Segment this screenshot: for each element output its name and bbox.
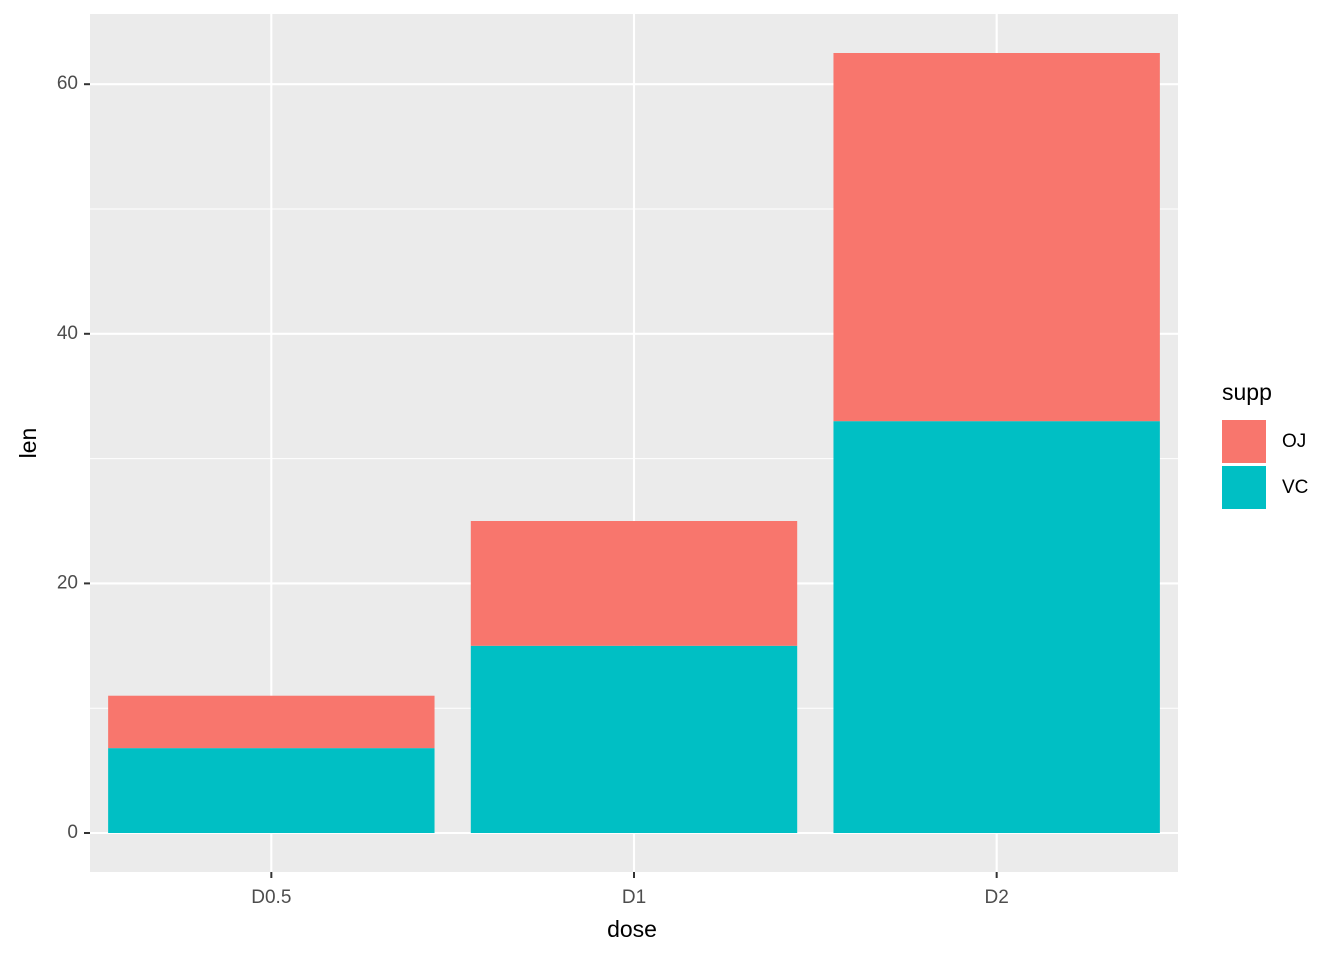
bar-segment — [833, 53, 1160, 422]
bar-segment — [108, 748, 435, 833]
legend-label: VC — [1282, 477, 1308, 498]
x-tick-label: D1 — [622, 887, 646, 908]
bar-segment — [470, 645, 798, 833]
legend-key — [1222, 420, 1266, 463]
legend-key — [1222, 466, 1266, 509]
bar-segment — [833, 421, 1160, 833]
y-axis-title: len — [15, 428, 41, 459]
x-axis-title: dose — [607, 916, 657, 942]
bar-segment — [470, 521, 798, 646]
bar-segment — [108, 695, 435, 749]
y-tick-label: 0 — [67, 822, 78, 843]
y-tick-label: 40 — [57, 323, 78, 344]
x-tick-label: D2 — [985, 887, 1009, 908]
y-tick-label: 20 — [57, 572, 78, 593]
y-tick-label: 60 — [57, 73, 78, 94]
x-tick-label: D0.5 — [251, 887, 291, 908]
legend-title: supp — [1222, 379, 1272, 405]
legend-label: OJ — [1282, 431, 1306, 452]
